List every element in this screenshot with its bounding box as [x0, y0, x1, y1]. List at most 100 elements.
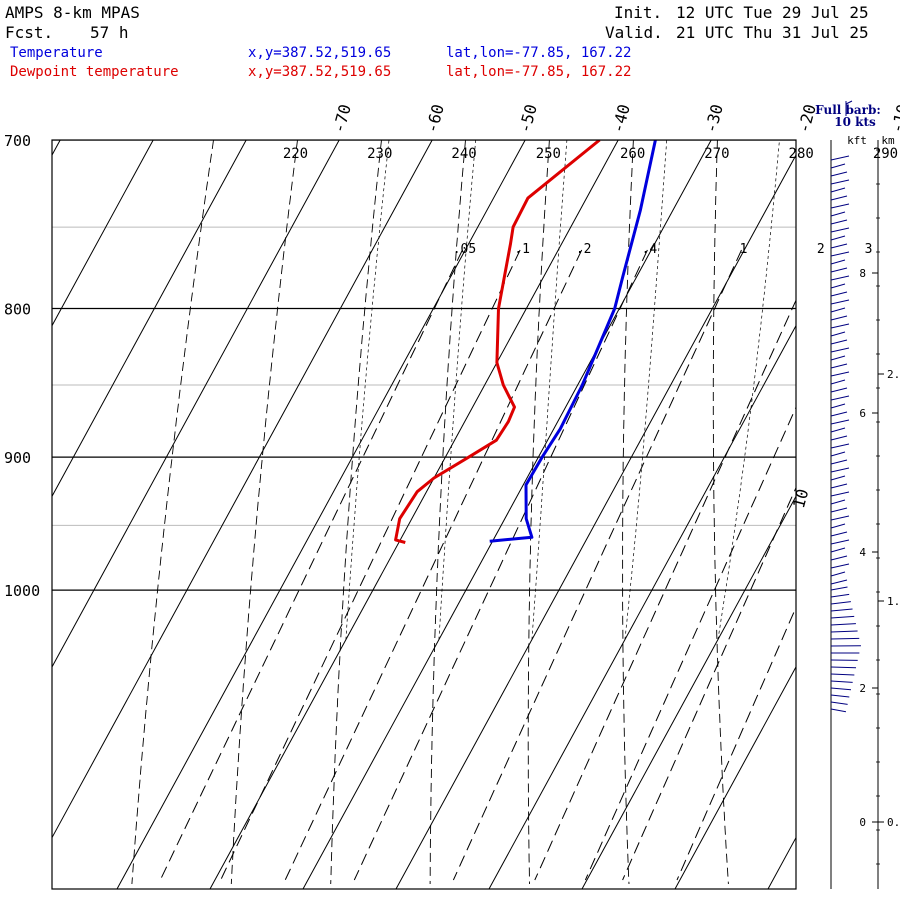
wind-barb — [830, 259, 846, 265]
forecast-label: Fcst. — [5, 23, 53, 42]
mixing-ratio-label: .4 — [642, 242, 658, 257]
mixing-ratio-line — [676, 606, 796, 881]
wind-barb — [830, 307, 846, 313]
moist-adiabat — [717, 140, 780, 640]
forecast-value: 57 h — [90, 23, 129, 42]
moist-adiabat — [531, 140, 568, 640]
wind-barb — [830, 637, 860, 640]
wind-barb — [830, 459, 848, 465]
isotherm-line — [116, 140, 526, 889]
wind-barb — [830, 411, 848, 417]
wind-barb — [830, 571, 846, 577]
wind-barb — [830, 547, 846, 553]
wind-barb — [830, 291, 848, 297]
pressure-tick-label: 800 — [4, 301, 31, 319]
wind-barb — [830, 355, 846, 361]
theta-label: 240 — [451, 146, 476, 162]
wind-barb — [830, 539, 850, 545]
isotherm-line — [52, 140, 340, 669]
wind-barb — [830, 299, 850, 305]
wind-barb — [830, 195, 848, 201]
mixing-ratio-label: 3 — [865, 242, 873, 257]
wind-barb — [830, 275, 850, 281]
dry-adiabat — [527, 140, 550, 885]
wind-barb — [830, 315, 848, 321]
wind-barb — [830, 363, 848, 369]
mixing-ratio-line — [353, 249, 648, 881]
isotherm-label: -40 — [608, 102, 634, 135]
wind-barb — [830, 615, 855, 619]
pressure-tick-label: 900 — [4, 449, 31, 467]
isotherm-line — [209, 140, 619, 889]
mixing-ratio-line — [584, 406, 796, 881]
legend-temperature-latlon: lat,lon=-77.85, 167.22 — [446, 45, 631, 61]
wind-barb — [830, 491, 850, 497]
wind-barb — [830, 666, 857, 669]
mixing-ratio-line — [220, 249, 521, 881]
valid-label: Valid. — [605, 23, 663, 42]
wind-barb — [830, 179, 850, 185]
dry-adiabat — [712, 140, 729, 885]
theta-label: 270 — [704, 146, 729, 162]
isotherm-label: -20 — [794, 102, 820, 135]
isotherm-line — [52, 140, 154, 327]
kft-label: 6 — [859, 407, 866, 420]
isotherm-line — [767, 836, 796, 889]
wind-barb — [830, 586, 848, 591]
isotherm-label: -50 — [515, 102, 541, 135]
isotherm-label: -70 — [329, 102, 355, 135]
isotherm-line — [395, 154, 796, 889]
grid-lines — [52, 131, 900, 889]
mixing-ratio-line — [622, 486, 796, 881]
legend-dewpoint-name: Dewpoint temperature — [10, 64, 179, 80]
wind-barb — [830, 395, 850, 401]
dry-adiabat — [622, 140, 634, 885]
wind-barb — [830, 499, 846, 505]
dry-adiabat — [885, 140, 900, 884]
wind-barb — [830, 155, 850, 161]
wind-barb-panel: 0 2 4 6 8 0. 1. 2. — [830, 100, 900, 889]
wind-barb — [830, 339, 848, 345]
wind-barb — [830, 283, 846, 289]
wind-barb — [830, 243, 848, 249]
moist-adiabat — [811, 131, 900, 640]
wind-barb — [830, 435, 848, 441]
wind-barb — [830, 515, 850, 521]
theta-label: 230 — [367, 146, 392, 162]
legend-dewpoint-latlon: lat,lon=-77.85, 167.22 — [446, 64, 631, 80]
legend-dewpoint-xy: x,y=387.52,519.65 — [248, 64, 391, 80]
wind-barb — [830, 467, 850, 473]
wind-barb — [830, 523, 846, 529]
pressure-tick-label: 700 — [4, 132, 31, 150]
mixing-ratio-line — [534, 299, 796, 881]
wind-barb — [830, 608, 853, 612]
mixing-ratio-label: 2 — [817, 242, 825, 257]
theta-label: 290 — [873, 146, 898, 162]
init-value: 12 UTC Tue 29 Jul 25 — [676, 3, 869, 22]
km-axis-label: km — [881, 134, 895, 147]
barb-value: 10 kts — [834, 115, 876, 129]
km-label: 2. — [887, 368, 900, 381]
dry-adiabat — [429, 140, 466, 885]
wind-barb — [830, 235, 846, 241]
moist-adiabat — [438, 140, 477, 640]
dewpoint-trace — [394, 140, 601, 544]
wind-barb — [830, 579, 848, 585]
theta-label: 280 — [789, 146, 814, 162]
wind-barb — [830, 403, 846, 409]
wind-barb — [830, 379, 846, 385]
wind-barb — [830, 507, 848, 513]
wind-barb — [830, 555, 848, 561]
kft-label: 8 — [859, 267, 866, 280]
mixing-ratio-label: .1 — [514, 242, 530, 257]
isotherm-line — [52, 140, 433, 839]
wind-barb — [830, 673, 855, 676]
mixing-ratio-label: .05 — [453, 242, 476, 257]
dry-adiabat — [131, 140, 214, 885]
mixing-ratio-line — [284, 249, 583, 881]
wind-barb — [830, 267, 848, 273]
wind-barb — [830, 163, 846, 169]
sample-barb — [845, 100, 853, 116]
wind-barb — [830, 451, 846, 457]
